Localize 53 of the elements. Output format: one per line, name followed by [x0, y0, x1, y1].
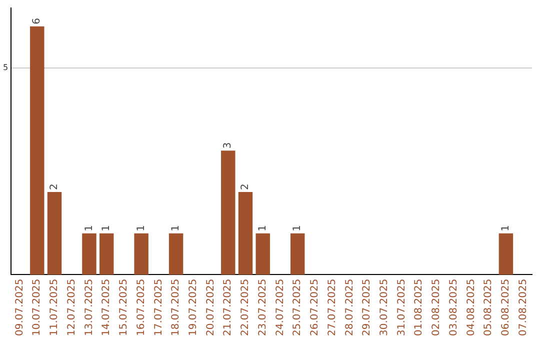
data-label: 1 — [136, 224, 147, 232]
x-tick-label: 02.08.2025 — [431, 278, 442, 336]
bar — [290, 233, 305, 275]
x-tick-label: 07.08.2025 — [518, 278, 529, 336]
x-tick-label: 25.07.2025 — [292, 278, 304, 336]
x-tick-label: 23.07.2025 — [257, 278, 268, 336]
x-tick-label: 05.08.2025 — [483, 278, 494, 336]
x-tick-label: 14.07.2025 — [101, 278, 112, 336]
data-label: 1 — [292, 224, 304, 232]
x-tick-label: 03.08.2025 — [448, 278, 460, 336]
x-tick-label: 31.07.2025 — [396, 278, 408, 336]
y-tick-label: 5 — [2, 62, 8, 72]
x-tick-label: 12.07.2025 — [66, 278, 78, 336]
data-label: 1 — [170, 224, 182, 232]
x-tick-label: 04.08.2025 — [466, 278, 477, 336]
data-label: 1 — [101, 224, 112, 232]
bar — [238, 192, 253, 275]
data-label: 6 — [32, 18, 43, 24]
bar — [256, 233, 270, 275]
bar — [168, 233, 184, 275]
x-tick-label: 06.08.2025 — [500, 278, 512, 336]
x-tick-label: 11.07.2025 — [49, 278, 60, 336]
data-label: 1 — [84, 224, 95, 232]
x-tick-label: 09.07.2025 — [14, 278, 26, 336]
data-label: 1 — [500, 224, 512, 232]
bar — [99, 233, 114, 275]
bar — [221, 150, 236, 275]
bar — [47, 192, 62, 275]
x-tick-label: 19.07.2025 — [188, 278, 199, 336]
x-tick-label: 28.07.2025 — [344, 278, 356, 336]
bar — [498, 233, 514, 275]
x-tick-label: 20.07.2025 — [205, 278, 216, 336]
bar — [30, 26, 44, 275]
x-tick-label: 13.07.2025 — [84, 278, 95, 336]
x-tick-label: 01.08.2025 — [414, 278, 425, 336]
x-tick-label: 22.07.2025 — [240, 278, 252, 336]
x-tick-label: 24.07.2025 — [274, 278, 286, 336]
x-tick-label: 30.07.2025 — [379, 278, 390, 336]
x-tick-label: 26.07.2025 — [310, 278, 321, 336]
data-label: 2 — [49, 184, 60, 190]
x-tick-label: 15.07.2025 — [118, 278, 130, 336]
data-label: 2 — [240, 184, 252, 190]
x-tick-label: 10.07.2025 — [32, 278, 43, 336]
x-tick-label: 29.07.2025 — [362, 278, 373, 336]
bar — [82, 233, 96, 275]
bar — [134, 233, 148, 275]
x-tick-label: 16.07.2025 — [136, 278, 147, 336]
data-label: 3 — [222, 142, 234, 149]
x-tick-label: 21.07.2025 — [222, 278, 234, 336]
x-tick-label: 18.07.2025 — [170, 278, 182, 336]
x-tick-label: 27.07.2025 — [326, 278, 338, 336]
x-tick-label: 17.07.2025 — [153, 278, 164, 336]
data-label: 1 — [257, 224, 268, 232]
